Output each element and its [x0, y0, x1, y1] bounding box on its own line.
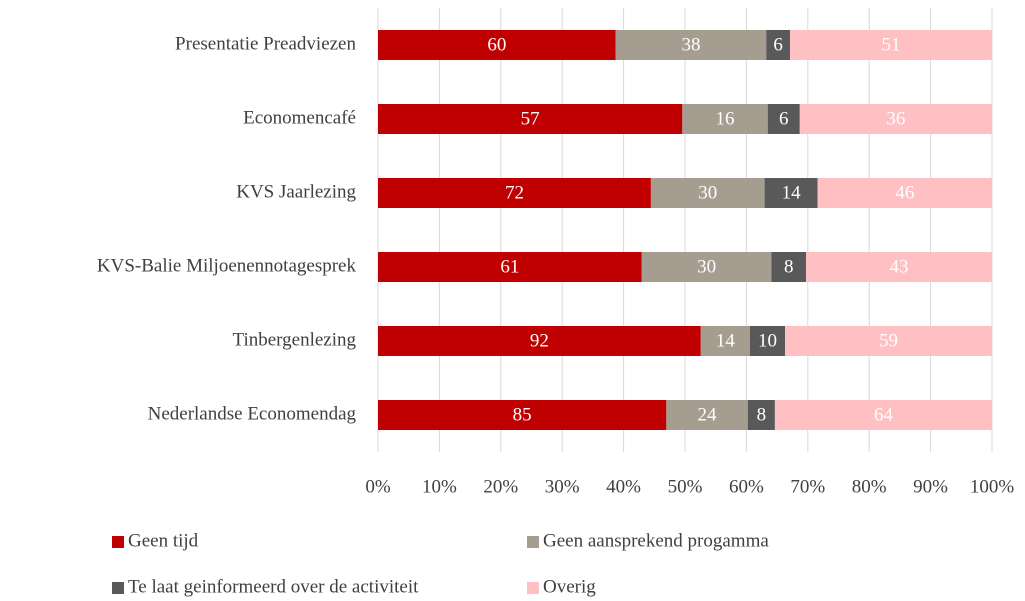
bar-segment	[817, 178, 992, 208]
y-tick-label: Economencafé	[243, 107, 356, 128]
x-tick-label: 0%	[365, 476, 391, 497]
x-tick-label: 30%	[545, 476, 580, 497]
bar-segment	[378, 326, 701, 356]
data-label: 36	[886, 108, 905, 129]
x-tick-label: 90%	[913, 476, 948, 497]
bar-segment	[784, 326, 992, 356]
bar-segment	[771, 252, 807, 282]
bar-segment	[749, 326, 785, 356]
legend-swatch	[112, 536, 124, 548]
legend-label: Geen aansprekend progamma	[543, 530, 769, 551]
x-tick-label: 60%	[729, 476, 764, 497]
bar-segment	[378, 104, 683, 134]
data-label: 6	[773, 34, 783, 55]
data-label: 14	[716, 330, 736, 351]
x-tick-label: 40%	[606, 476, 641, 497]
data-label: 14	[782, 182, 802, 203]
bar-segment	[767, 104, 800, 134]
bar-segment	[378, 30, 616, 60]
y-tick-label: Presentatie Preadviezen	[175, 33, 356, 54]
bar-segment	[766, 30, 790, 60]
data-label: 60	[487, 34, 506, 55]
data-label: 85	[513, 404, 532, 425]
data-label: 92	[530, 330, 549, 351]
legend-swatch	[527, 582, 539, 594]
legend-label: Overig	[543, 576, 596, 597]
x-tick-label: 70%	[790, 476, 825, 497]
legend-label: Geen tijd	[128, 530, 199, 551]
data-label: 64	[874, 404, 894, 425]
bar-segment	[378, 178, 651, 208]
data-label: 59	[879, 330, 898, 351]
bar-segment	[666, 400, 748, 430]
x-tick-label: 10%	[422, 476, 457, 497]
y-tick-label: KVS Jaarlezing	[236, 181, 356, 202]
data-label: 61	[500, 256, 519, 277]
y-tick-label: Tinbergenlezing	[233, 329, 357, 350]
bar-segment	[378, 252, 642, 282]
data-label: 30	[698, 182, 717, 203]
data-label: 8	[784, 256, 794, 277]
bar-segment	[650, 178, 765, 208]
bar-segment	[682, 104, 768, 134]
bar-segment	[764, 178, 818, 208]
legend-swatch	[112, 582, 124, 594]
bar-segment	[615, 30, 767, 60]
data-label: 57	[521, 108, 540, 129]
data-label: 46	[895, 182, 914, 203]
legend-label: Te laat geinformeerd over de activiteit	[128, 576, 419, 597]
data-label: 24	[698, 404, 718, 425]
data-label: 10	[758, 330, 777, 351]
data-label: 43	[890, 256, 909, 277]
data-label: 16	[716, 108, 735, 129]
x-tick-label: 50%	[668, 476, 703, 497]
bar-segment	[789, 30, 992, 60]
data-label: 6	[779, 108, 789, 129]
x-tick-label: 80%	[852, 476, 887, 497]
bar-segment	[774, 400, 992, 430]
data-label: 51	[881, 34, 900, 55]
y-tick-label: KVS-Balie Miljoenennotagesprek	[97, 255, 357, 276]
data-label: 38	[681, 34, 700, 55]
bar-segment	[700, 326, 750, 356]
data-label: 8	[757, 404, 767, 425]
bar-segment	[799, 104, 992, 134]
x-tick-label: 100%	[970, 476, 1015, 497]
data-label: 72	[505, 182, 524, 203]
legend-swatch	[527, 536, 539, 548]
bar-segment	[378, 400, 667, 430]
bar-segment	[641, 252, 772, 282]
x-tick-label: 20%	[483, 476, 518, 497]
bar-segment	[806, 252, 992, 282]
bar-segment	[747, 400, 775, 430]
data-label: 30	[697, 256, 716, 277]
y-tick-label: Nederlandse Economendag	[148, 403, 357, 424]
